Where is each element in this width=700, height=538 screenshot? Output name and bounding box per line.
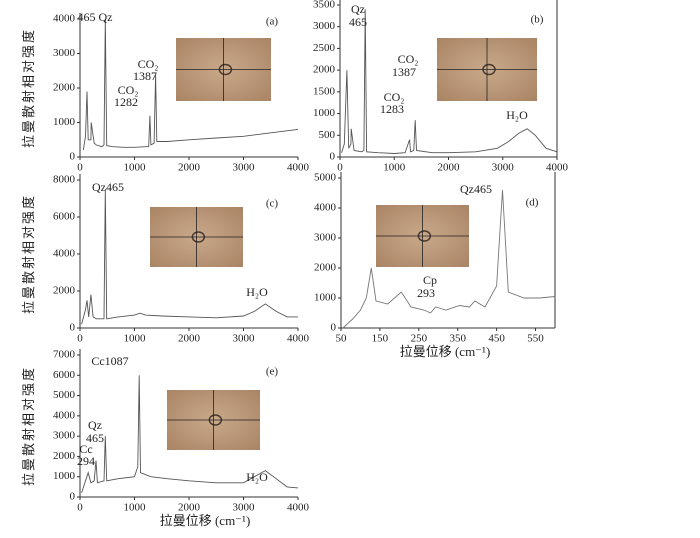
peak-annotation: CO₂ — [384, 90, 405, 104]
x-tick-label: 1000 — [124, 162, 147, 174]
x-tick-label: 4000 — [287, 502, 310, 514]
peak-annotation: 1282 — [114, 95, 138, 109]
y-axis-label: 拉曼散射相对强度 — [21, 366, 36, 486]
x-tick-label: 4000 — [546, 162, 569, 174]
peak-annotation: 465 Qz — [78, 10, 113, 24]
peak-annotation: Cp — [423, 273, 437, 287]
peak-annotation: Qz465 — [92, 180, 124, 194]
peak-annotation: 1283 — [380, 102, 404, 116]
peak-annotation: H₂O — [506, 108, 528, 122]
y-tick-label: 0 — [331, 322, 337, 334]
y-tick-label: 8000 — [53, 174, 76, 186]
x-tick-label: 2000 — [178, 333, 201, 345]
y-tick-label: 500 — [319, 129, 336, 141]
spectrum-line — [82, 18, 299, 151]
y-tick-label: 2000 — [53, 450, 76, 462]
peak-annotation: H₂O — [246, 470, 268, 484]
x-axis-label: 拉曼位移 (cm⁻¹) — [400, 344, 491, 359]
y-tick-label: 3500 — [313, 0, 336, 11]
peak-annotation: 1387 — [392, 65, 416, 79]
panel-label: (c) — [266, 198, 279, 210]
y-tick-label: 6000 — [53, 211, 76, 223]
x-axis-label: 拉曼位移 (cm⁻¹) — [160, 513, 251, 528]
y-tick-label: 0 — [70, 491, 76, 503]
y-tick-label: 0 — [70, 322, 76, 334]
y-tick-label: 3000 — [313, 20, 336, 32]
peak-annotation: Cc1087 — [91, 354, 128, 368]
x-tick-label: 2000 — [178, 162, 201, 174]
y-tick-label: 7000 — [53, 349, 76, 361]
y-tick-label: 2500 — [313, 42, 336, 54]
y-tick-label: 2000 — [313, 64, 336, 76]
spectrum-line — [342, 189, 556, 329]
y-tick-label: 5000 — [53, 389, 76, 401]
x-tick-label: 3000 — [233, 502, 256, 514]
peak-annotation: 294 — [77, 454, 95, 468]
y-tick-label: 1000 — [53, 470, 76, 482]
x-tick-label: 1000 — [383, 162, 406, 174]
y-axis-label: 拉曼散射相对强度 — [21, 194, 36, 314]
x-tick-label: 50 — [336, 333, 348, 345]
spectrum-line — [341, 9, 558, 154]
peak-annotation: 293 — [417, 286, 435, 300]
peak-annotation: 465 — [86, 431, 104, 445]
y-tick-label: 2000 — [53, 285, 76, 297]
y-tick-label: 1000 — [314, 292, 337, 304]
panel-label: (e) — [266, 366, 279, 378]
x-tick-label: 3000 — [233, 162, 256, 174]
x-tick-label: 3000 — [492, 162, 515, 174]
x-tick-label: 1000 — [124, 502, 147, 514]
y-tick-label: 4000 — [53, 409, 76, 421]
peak-annotation: CO₂ — [138, 57, 159, 71]
y-tick-label: 6000 — [53, 369, 76, 381]
peak-annotation: CO₂ — [398, 52, 419, 66]
peak-annotation: Cc — [79, 442, 92, 456]
panel-label: (a) — [266, 16, 279, 28]
panel-label: (d) — [526, 197, 539, 209]
y-tick-label: 4000 — [314, 202, 337, 214]
y-tick-label: 3000 — [53, 47, 76, 59]
peak-annotation: 1387 — [133, 69, 157, 83]
y-tick-label: 5000 — [314, 172, 337, 184]
y-tick-label: 1500 — [313, 85, 336, 97]
y-tick-label: 2000 — [314, 262, 337, 274]
x-tick-label: 450 — [488, 333, 505, 345]
x-tick-label: 0 — [77, 333, 83, 345]
peak-annotation: Qz — [88, 418, 102, 432]
y-tick-label: 1000 — [53, 116, 76, 128]
panel-label: (b) — [531, 14, 544, 26]
y-tick-label: 1000 — [313, 107, 336, 119]
spectrum-line — [81, 189, 298, 325]
x-tick-label: 250 — [411, 333, 428, 345]
x-tick-label: 4000 — [287, 162, 310, 174]
x-tick-label: 2000 — [178, 502, 201, 514]
y-tick-label: 4000 — [53, 13, 76, 25]
peak-annotation: CO₂ — [118, 83, 139, 97]
y-tick-label: 0 — [330, 151, 336, 163]
y-tick-label: 3000 — [314, 232, 337, 244]
peak-annotation: 465 — [349, 15, 367, 29]
spectrum-line — [81, 375, 299, 494]
y-tick-label: 3000 — [53, 430, 76, 442]
x-tick-label: 4000 — [287, 333, 310, 345]
x-tick-label: 3000 — [233, 333, 256, 345]
x-tick-label: 1000 — [124, 333, 147, 345]
x-tick-label: 550 — [527, 333, 544, 345]
x-tick-label: 0 — [337, 162, 343, 174]
peak-annotation: H₂O — [246, 285, 268, 299]
peak-annotation: Qz465 — [460, 182, 492, 196]
x-tick-label: 2000 — [438, 162, 461, 174]
peak-annotation: Qz — [351, 2, 365, 16]
y-tick-label: 0 — [70, 151, 76, 163]
x-tick-label: 0 — [77, 502, 83, 514]
x-tick-label: 0 — [77, 162, 83, 174]
y-axis-label: 拉曼散射相对强度 — [21, 28, 36, 148]
x-tick-label: 350 — [449, 333, 466, 345]
x-tick-label: 150 — [372, 333, 389, 345]
y-tick-label: 2000 — [53, 82, 76, 94]
y-tick-label: 4000 — [53, 248, 76, 260]
